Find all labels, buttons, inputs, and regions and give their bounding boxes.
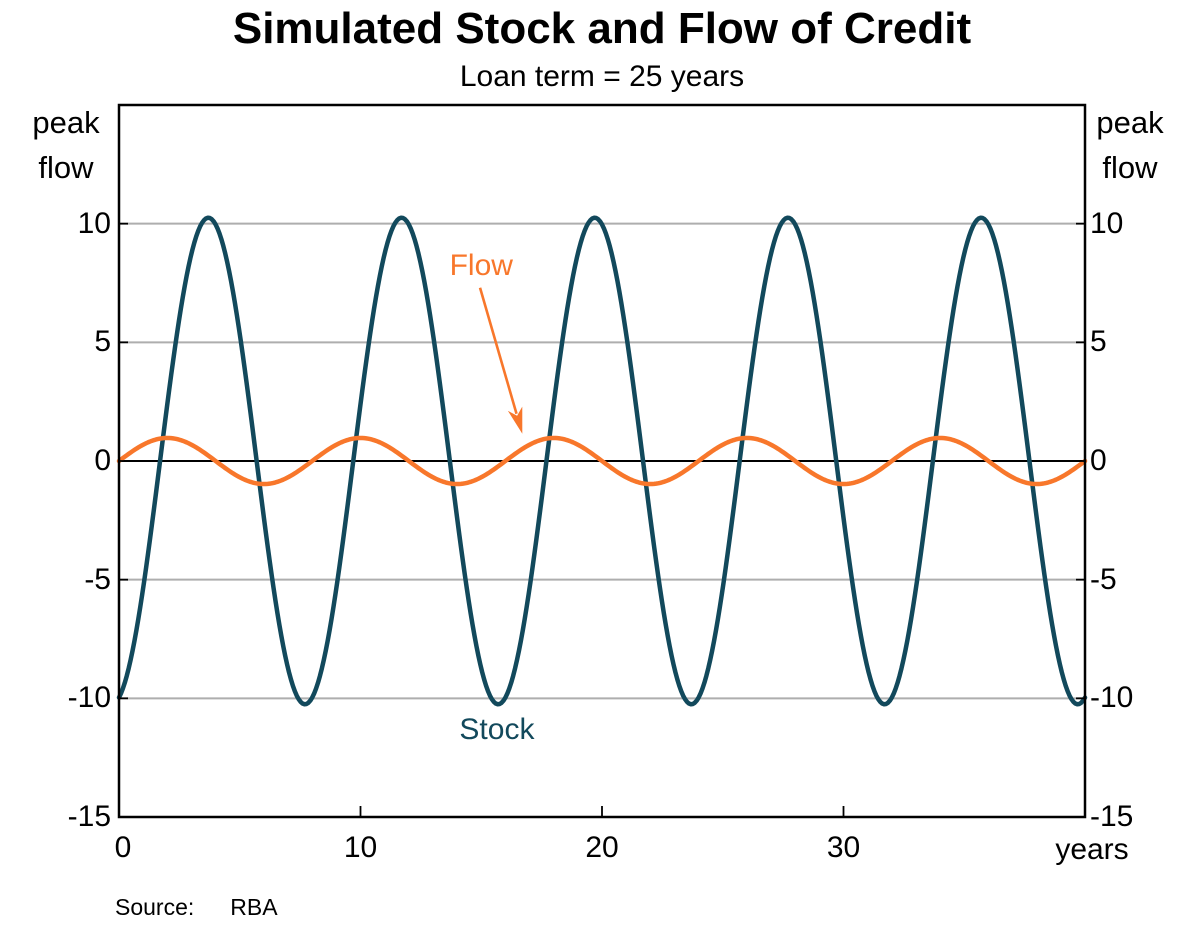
chart-subtitle: Loan term = 25 years — [459, 60, 745, 93]
y-tick-label-right: 10 — [1090, 206, 1124, 240]
y-tick-label-left: 0 — [94, 444, 111, 477]
flow-curve — [116, 435, 1088, 487]
x-tick-label: 10 — [343, 831, 378, 864]
y-axis-unit-label-left: peak flow — [16, 100, 116, 190]
x-axis-unit-label: years — [1055, 833, 1129, 866]
source-label: Source: — [115, 894, 195, 920]
x-tick-label: 20 — [585, 831, 619, 864]
y-axis-unit-line: flow — [38, 150, 94, 185]
y-tick-label-left: -5 — [84, 562, 111, 596]
x-tick-label: 30 — [826, 831, 861, 864]
y-tick-label-left: -15 — [67, 800, 111, 833]
y-axis-unit-line: flow — [1102, 150, 1158, 185]
x-tick-label: 0 — [114, 831, 132, 864]
y-axis-unit-line: peak — [32, 105, 100, 140]
flow-series-label: Flow — [449, 249, 513, 283]
stock-series-label: Stock — [459, 713, 535, 747]
y-tick-label-left: 10 — [77, 206, 111, 240]
y-tick-label-right: -10 — [1090, 681, 1134, 715]
flow-arrow-head — [507, 406, 523, 434]
y-tick-label-left: -10 — [67, 681, 111, 715]
y-tick-label-left: 5 — [94, 325, 111, 359]
y-axis-unit-line: peak — [1096, 105, 1164, 140]
source-value: RBA — [230, 894, 278, 920]
stock-curve — [116, 215, 1088, 707]
y-tick-label-right: 5 — [1090, 325, 1107, 359]
source-row: Source: RBA — [115, 894, 278, 921]
y-axis-unit-label-right: peak flow — [1080, 100, 1180, 190]
y-tick-label-right: -15 — [1090, 800, 1134, 833]
y-tick-label-right: -5 — [1090, 562, 1117, 596]
y-tick-label-right: 0 — [1090, 444, 1107, 477]
flow-arrow-line — [478, 287, 518, 415]
chart-title: Simulated Stock and Flow of Credit — [232, 4, 972, 53]
